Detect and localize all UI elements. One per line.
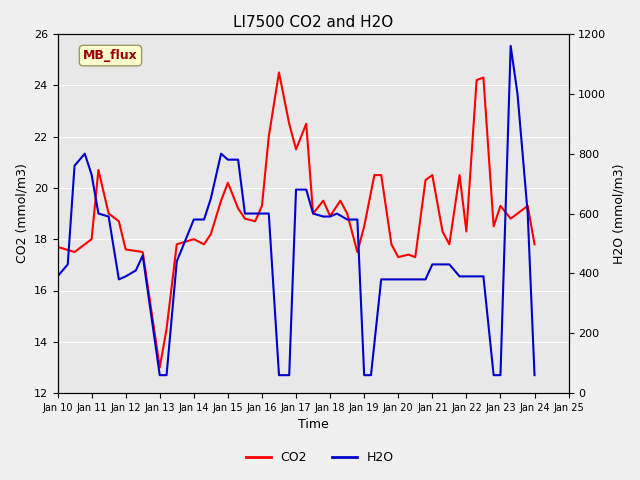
CO2 (258, 203, 266, 209)
H2O (54, 274, 61, 279)
CO2 (531, 241, 538, 247)
H2O (156, 372, 164, 378)
CO2 (319, 198, 327, 204)
CO2 (54, 244, 61, 250)
CO2 (378, 172, 385, 178)
Line: CO2: CO2 (58, 72, 534, 368)
Title: LI7500 CO2 and H2O: LI7500 CO2 and H2O (233, 15, 393, 30)
H2O (190, 216, 198, 222)
H2O (524, 211, 532, 216)
Legend: CO2, H2O: CO2, H2O (241, 446, 399, 469)
CO2 (394, 254, 402, 260)
H2O (490, 372, 497, 378)
Text: MB_flux: MB_flux (83, 49, 138, 62)
H2O (531, 372, 538, 378)
CO2 (105, 211, 113, 216)
X-axis label: Time: Time (298, 419, 328, 432)
Y-axis label: CO2 (mmol/m3): CO2 (mmol/m3) (15, 164, 28, 264)
CO2 (343, 211, 351, 216)
Line: H2O: H2O (58, 46, 534, 375)
H2O (252, 211, 259, 216)
CO2 (156, 365, 164, 371)
H2O (139, 252, 147, 258)
H2O (507, 43, 515, 49)
Y-axis label: H2O (mmol/m3): H2O (mmol/m3) (612, 163, 625, 264)
H2O (105, 214, 113, 219)
CO2 (275, 70, 283, 75)
